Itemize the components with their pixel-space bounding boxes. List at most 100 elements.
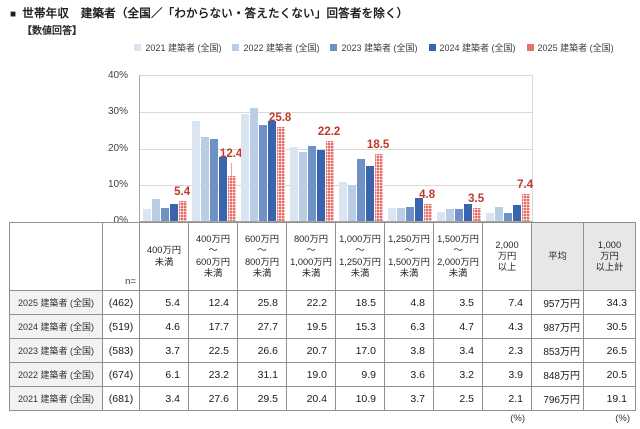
cell-value: 26.5 [583, 338, 636, 363]
cell-value: 34.3 [583, 290, 636, 315]
bar-2025 [325, 140, 334, 221]
bar-2022 [151, 198, 160, 221]
cell-value: 3.8 [384, 338, 434, 363]
bar-group: 3.5 [434, 76, 485, 221]
table-row: 2021 建築者 (全国) (681) 3.4 27.6 29.5 20.4 10.9 3.7… [9, 386, 636, 411]
cell-value: 19.1 [583, 386, 636, 411]
bar-2023 [454, 208, 463, 221]
bar-2021 [142, 208, 151, 221]
cell-value: 4.6 [139, 314, 189, 339]
column-header: 平均 [531, 222, 584, 291]
data-label-2025: 12.4 [219, 148, 243, 161]
legend-label: 2024 建築者 (全国) [439, 43, 516, 53]
row-n-value: (462) [102, 290, 140, 315]
cell-value: 27.6 [188, 386, 238, 411]
bar-2024 [463, 203, 472, 221]
cell-value: 26.6 [237, 338, 287, 363]
table-header-row: n= 400万円 未満 400万円 ～ 600万円 未満 600万円 ～ 800万円 … [9, 222, 636, 291]
bar-2023 [307, 145, 316, 221]
square-bullet-icon: ■ [10, 9, 17, 20]
legend-swatch-icon [526, 44, 534, 51]
page-title: ■ 世帯年収 建築者（全国／「わからない・答えたくない」回答者を除く） [10, 5, 408, 21]
cell-value: 3.4 [139, 386, 189, 411]
percent-note-2: (%) [615, 413, 630, 424]
cell-value: 3.4 [433, 338, 483, 363]
cell-value: 3.6 [384, 362, 434, 387]
bar-2025 [227, 176, 236, 221]
cell-value: 19.0 [286, 362, 336, 387]
cell-value: 20.7 [286, 338, 336, 363]
table-row: 2024 建築者 (全国) (519) 4.6 17.7 27.7 19.5 15.3 6.3… [9, 314, 636, 339]
bar-2024 [169, 204, 178, 221]
column-header: 400万円 ～ 600万円 未満 [188, 222, 238, 291]
legend-item: 2021 建築者 (全国) [134, 41, 221, 54]
cell-value: 9.9 [335, 362, 385, 387]
summary-table: n= 400万円 未満 400万円 ～ 600万円 未満 600万円 ～ 800万円 … [9, 222, 636, 411]
bar-2023 [405, 207, 414, 221]
column-header: 400万円 未満 [139, 222, 189, 291]
cell-value: 6.1 [139, 362, 189, 387]
cell-value: 23.2 [188, 362, 238, 387]
bar-2022 [445, 209, 454, 221]
y-tick-label: 0% [113, 215, 128, 226]
data-label-2025: 3.5 [468, 193, 485, 206]
legend-label: 2023 建築者 (全国) [341, 43, 418, 53]
gridline [140, 112, 532, 114]
y-tick-label: 20% [107, 142, 128, 154]
cell-value: 10.9 [335, 386, 385, 411]
cell-value: 7.4 [482, 290, 532, 315]
bar-group: 4.8 [385, 76, 435, 221]
bar-2023 [503, 212, 512, 221]
data-label-2025: 25.8 [268, 112, 292, 125]
cell-value: 25.8 [237, 290, 287, 315]
bar-2025 [276, 127, 285, 221]
table-row: 2023 建築者 (全国) (583) 3.7 22.5 26.6 20.7 17.0 3.8… [9, 338, 636, 363]
row-n-value: (674) [102, 362, 140, 387]
bar-group: 5.4 [140, 76, 190, 221]
data-label-2025: 7.4 [517, 179, 534, 192]
bar-2025 [472, 208, 481, 221]
column-header: 1,250万円 ～ 1,500万円 未満 [384, 222, 434, 291]
legend-label: 2025 建築者 (全国) [537, 43, 614, 53]
cell-value: 3.7 [139, 338, 189, 363]
column-header: 2,000 万円 以上 [482, 222, 532, 291]
gridline [140, 148, 532, 150]
percent-note-1: (%) [510, 413, 525, 424]
page-title-text: 世帯年収 建築者（全国／「わからない・答えたくない」回答者を除く） [22, 8, 409, 20]
cell-value: 20.5 [583, 362, 636, 387]
row-label: 2025 建築者 (全国) [9, 290, 103, 315]
cell-value: 27.7 [237, 314, 287, 339]
bar-2024 [218, 156, 227, 221]
cell-value: 30.5 [583, 314, 636, 339]
plot-area: 5.4 12.4 25.8 22.2 18.5 4.8 3.5 7.4 [139, 75, 533, 222]
bar-2023 [160, 207, 169, 221]
bar-2023 [209, 139, 218, 221]
bar-group: 22.2 [287, 76, 340, 221]
y-tick-label: 30% [107, 106, 128, 118]
y-axis: 0% 10% 20% 30% 40% [92, 70, 134, 226]
bar-2024 [316, 150, 325, 221]
bar-2025 [423, 203, 432, 221]
cell-value: 31.1 [237, 362, 287, 387]
data-label-2025: 18.5 [366, 138, 390, 151]
cell-value: 17.0 [335, 338, 385, 363]
table-row: 2025 建築者 (全国) (462) 5.4 12.4 25.8 22.2 18.5 4.8… [9, 290, 636, 315]
bar-2022 [200, 136, 209, 221]
page-subtitle: 【数値回答】 [22, 26, 82, 37]
bar-2023 [258, 124, 267, 221]
bar-2024 [267, 120, 276, 221]
row-label: 2022 建築者 (全国) [9, 362, 103, 387]
cell-value: 22.2 [286, 290, 336, 315]
legend-swatch-icon [330, 44, 338, 51]
bar-2024 [365, 165, 374, 221]
summary-table-body: n= 400万円 未満 400万円 ～ 600万円 未満 600万円 ～ 800万円 … [9, 222, 636, 411]
column-header: 600万円 ～ 800万円 未満 [237, 222, 287, 291]
bar-2022 [249, 108, 258, 221]
legend-item: 2025 建築者 (全国) [526, 41, 614, 54]
cell-value: 3.2 [433, 362, 483, 387]
cell-value: 848万円 [531, 362, 584, 387]
cell-value: 4.7 [433, 314, 483, 339]
cell-value: 2.1 [482, 386, 532, 411]
bar-2021 [289, 147, 298, 221]
